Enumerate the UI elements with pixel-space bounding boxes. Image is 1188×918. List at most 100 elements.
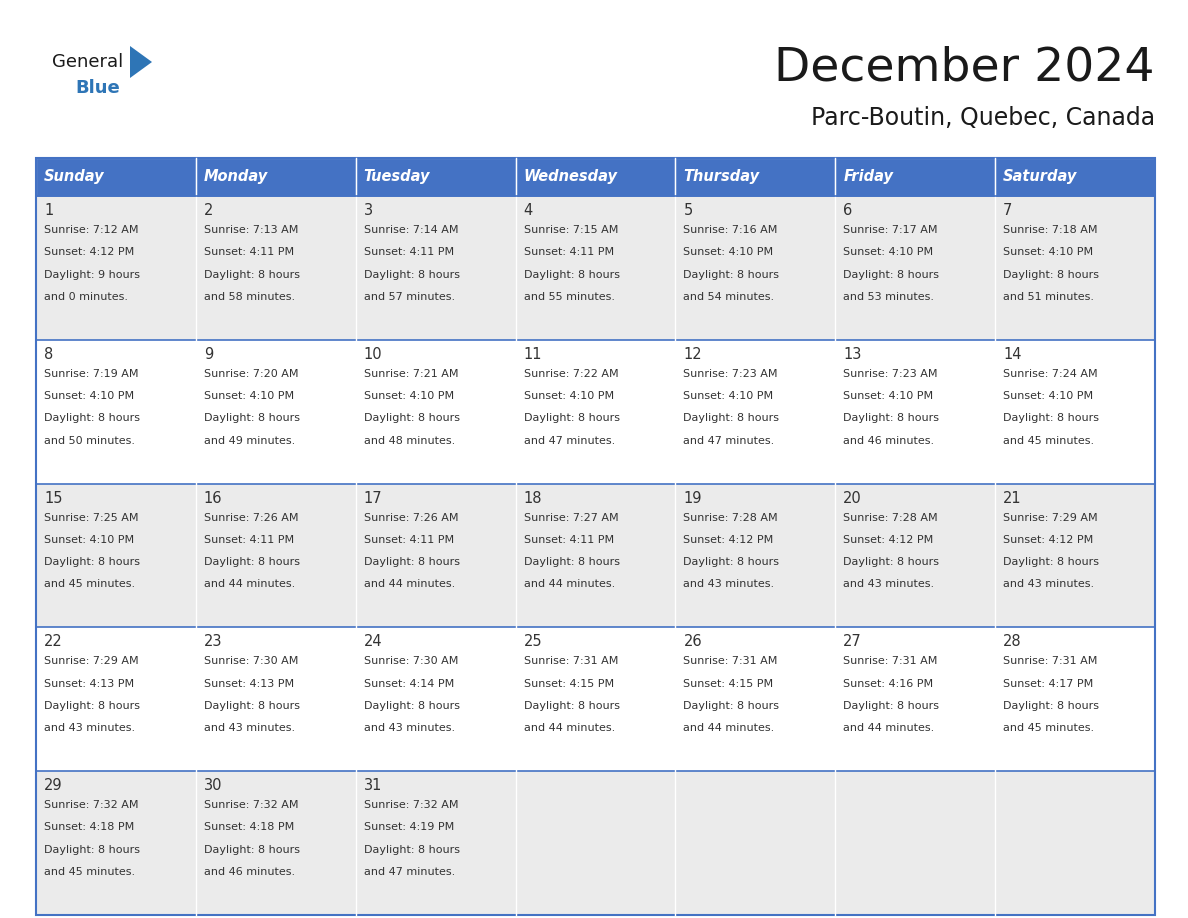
Text: Sunrise: 7:27 AM: Sunrise: 7:27 AM [524,512,618,522]
Text: Daylight: 8 hours: Daylight: 8 hours [44,557,140,567]
Text: Sunset: 4:19 PM: Sunset: 4:19 PM [364,823,454,833]
Text: Sunrise: 7:31 AM: Sunrise: 7:31 AM [524,656,618,666]
Bar [196,771,355,915]
Text: Blue: Blue [75,79,120,97]
Bar [835,627,996,771]
Text: Sunrise: 7:29 AM: Sunrise: 7:29 AM [44,656,139,666]
Text: Sunset: 4:15 PM: Sunset: 4:15 PM [524,678,614,688]
Bar [196,158,355,196]
Text: Daylight: 8 hours: Daylight: 8 hours [683,557,779,567]
Text: Daylight: 8 hours: Daylight: 8 hours [1003,557,1099,567]
Bar [516,196,676,340]
Text: Daylight: 9 hours: Daylight: 9 hours [44,270,140,280]
Text: Sunset: 4:11 PM: Sunset: 4:11 PM [524,247,614,257]
Text: and 43 minutes.: and 43 minutes. [204,723,295,733]
Bar [676,196,835,340]
Bar [36,158,196,196]
Text: Sunrise: 7:14 AM: Sunrise: 7:14 AM [364,225,459,235]
Text: 22: 22 [44,634,63,649]
Text: Daylight: 8 hours: Daylight: 8 hours [1003,270,1099,280]
Bar [996,158,1155,196]
Text: 16: 16 [204,490,222,506]
Text: Sunrise: 7:32 AM: Sunrise: 7:32 AM [364,800,459,811]
Bar [355,484,516,627]
Text: Sunset: 4:11 PM: Sunset: 4:11 PM [524,535,614,545]
Text: 23: 23 [204,634,222,649]
Text: 17: 17 [364,490,383,506]
Text: and 46 minutes.: and 46 minutes. [843,436,935,445]
Text: and 54 minutes.: and 54 minutes. [683,292,775,302]
Bar [36,196,196,340]
Text: Sunset: 4:10 PM: Sunset: 4:10 PM [44,391,134,401]
Bar [676,771,835,915]
Text: Sunset: 4:10 PM: Sunset: 4:10 PM [524,391,614,401]
Text: Daylight: 8 hours: Daylight: 8 hours [44,845,140,855]
Text: Daylight: 8 hours: Daylight: 8 hours [364,701,460,711]
Text: Sunrise: 7:18 AM: Sunrise: 7:18 AM [1003,225,1098,235]
Text: Sunrise: 7:16 AM: Sunrise: 7:16 AM [683,225,778,235]
Text: Daylight: 8 hours: Daylight: 8 hours [683,701,779,711]
Text: 4: 4 [524,203,532,218]
Text: Sunset: 4:10 PM: Sunset: 4:10 PM [1003,247,1093,257]
Text: and 44 minutes.: and 44 minutes. [524,723,615,733]
Text: and 55 minutes.: and 55 minutes. [524,292,614,302]
Text: Sunrise: 7:28 AM: Sunrise: 7:28 AM [843,512,937,522]
Text: 29: 29 [44,778,63,793]
Text: 9: 9 [204,347,213,362]
Text: 7: 7 [1003,203,1012,218]
Text: Sunset: 4:12 PM: Sunset: 4:12 PM [44,247,134,257]
Bar [355,340,516,484]
Text: Sunrise: 7:17 AM: Sunrise: 7:17 AM [843,225,937,235]
Text: Sunrise: 7:30 AM: Sunrise: 7:30 AM [204,656,298,666]
Bar [835,196,996,340]
Text: Sunset: 4:18 PM: Sunset: 4:18 PM [204,823,295,833]
Text: Sunrise: 7:24 AM: Sunrise: 7:24 AM [1003,369,1098,379]
Text: 5: 5 [683,203,693,218]
Text: 3: 3 [364,203,373,218]
Text: 12: 12 [683,347,702,362]
Text: Sunrise: 7:31 AM: Sunrise: 7:31 AM [1003,656,1098,666]
Text: Sunset: 4:11 PM: Sunset: 4:11 PM [364,535,454,545]
Text: Daylight: 8 hours: Daylight: 8 hours [524,701,620,711]
Text: Sunset: 4:15 PM: Sunset: 4:15 PM [683,678,773,688]
Text: Sunset: 4:13 PM: Sunset: 4:13 PM [44,678,134,688]
Text: 30: 30 [204,778,222,793]
Text: and 44 minutes.: and 44 minutes. [364,579,455,589]
Text: Sunrise: 7:23 AM: Sunrise: 7:23 AM [683,369,778,379]
Text: Daylight: 8 hours: Daylight: 8 hours [524,557,620,567]
Text: Sunrise: 7:20 AM: Sunrise: 7:20 AM [204,369,298,379]
Text: Daylight: 8 hours: Daylight: 8 hours [204,701,299,711]
Bar [676,158,835,196]
Text: Daylight: 8 hours: Daylight: 8 hours [364,413,460,423]
Bar [355,196,516,340]
Bar [835,158,996,196]
Bar [996,771,1155,915]
Text: Sunrise: 7:32 AM: Sunrise: 7:32 AM [204,800,298,811]
Text: and 43 minutes.: and 43 minutes. [683,579,775,589]
Text: Wednesday: Wednesday [524,170,618,185]
Text: 1: 1 [44,203,53,218]
Text: Sunset: 4:11 PM: Sunset: 4:11 PM [364,247,454,257]
Text: 20: 20 [843,490,862,506]
Text: Sunrise: 7:15 AM: Sunrise: 7:15 AM [524,225,618,235]
Text: and 47 minutes.: and 47 minutes. [524,436,615,445]
Text: Daylight: 8 hours: Daylight: 8 hours [843,413,940,423]
Text: Sunrise: 7:29 AM: Sunrise: 7:29 AM [1003,512,1098,522]
Text: 11: 11 [524,347,542,362]
Text: Daylight: 8 hours: Daylight: 8 hours [204,270,299,280]
Text: December 2024: December 2024 [775,46,1155,91]
Polygon shape [129,46,152,78]
Text: and 45 minutes.: and 45 minutes. [44,579,135,589]
Text: Sunrise: 7:21 AM: Sunrise: 7:21 AM [364,369,459,379]
Text: Daylight: 8 hours: Daylight: 8 hours [683,270,779,280]
Text: and 51 minutes.: and 51 minutes. [1003,292,1094,302]
Bar [676,627,835,771]
Text: 8: 8 [44,347,53,362]
Text: Sunset: 4:17 PM: Sunset: 4:17 PM [1003,678,1093,688]
Text: Parc-Boutin, Quebec, Canada: Parc-Boutin, Quebec, Canada [811,106,1155,130]
Text: Sunrise: 7:31 AM: Sunrise: 7:31 AM [683,656,778,666]
Text: Sunset: 4:10 PM: Sunset: 4:10 PM [843,247,934,257]
Text: and 43 minutes.: and 43 minutes. [364,723,455,733]
Text: Sunset: 4:12 PM: Sunset: 4:12 PM [683,535,773,545]
Text: 2: 2 [204,203,213,218]
